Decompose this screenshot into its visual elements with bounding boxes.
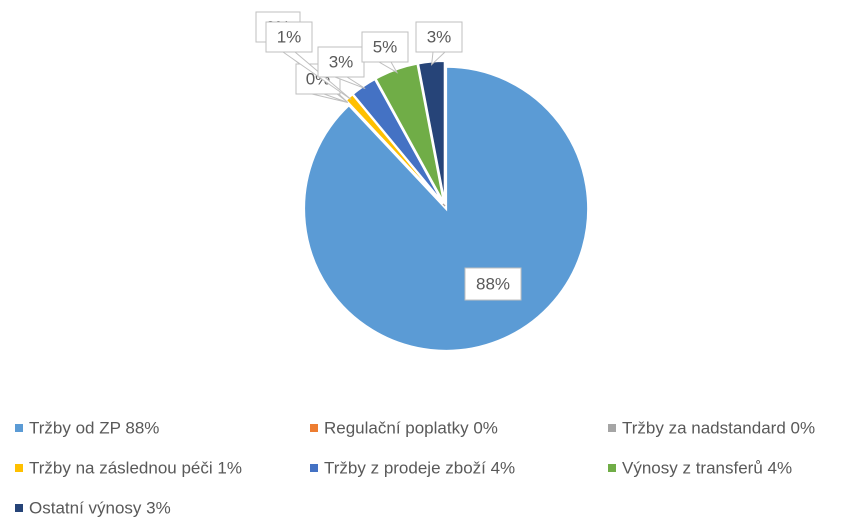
legend-swatch	[15, 424, 23, 432]
legend-label: Regulační poplatky 0%	[324, 418, 498, 437]
data-label: 88%	[476, 274, 510, 293]
label-box	[464, 267, 522, 301]
label-box	[415, 21, 463, 53]
legend-label: Tržby na záslednou péči 1%	[29, 458, 242, 477]
pie-slice	[303, 65, 590, 352]
legend-swatch	[15, 464, 23, 472]
legend-label: Tržby za nadstandard 0%	[622, 418, 815, 437]
data-label: 3%	[427, 27, 452, 46]
label-box	[361, 31, 409, 63]
data-label: 5%	[373, 37, 398, 56]
legend-swatch	[15, 504, 23, 512]
label-callout	[377, 61, 399, 74]
legend-swatch	[310, 464, 318, 472]
legend-swatch	[608, 464, 616, 472]
label-box	[265, 21, 313, 53]
legend-swatch	[310, 424, 318, 432]
legend-label: Výnosy z transferů 4%	[622, 458, 792, 477]
legend-label: Tržby od ZP 88%	[29, 418, 159, 437]
pie-slice	[416, 60, 446, 204]
legend-label: Tržby z prodeje zboží 4%	[324, 458, 515, 477]
label-box	[317, 46, 365, 78]
legend-swatch	[608, 424, 616, 432]
legend-label: Ostatní výnosy 3%	[29, 498, 171, 517]
data-label: 3%	[329, 52, 354, 71]
data-label: 1%	[277, 27, 302, 46]
